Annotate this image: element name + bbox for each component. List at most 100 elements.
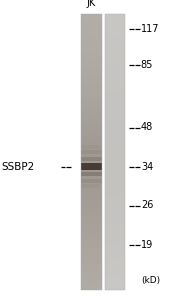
Bar	[81, 14, 102, 290]
Bar	[81, 220, 102, 224]
Bar	[105, 31, 125, 34]
Bar	[81, 138, 102, 141]
Bar	[105, 155, 125, 158]
Bar	[105, 217, 125, 220]
Bar	[105, 169, 125, 172]
Bar	[81, 145, 102, 148]
Bar	[105, 193, 125, 196]
Bar	[81, 241, 102, 245]
Bar	[81, 51, 102, 55]
Bar	[105, 220, 125, 224]
Bar	[81, 269, 102, 272]
Bar	[81, 200, 102, 203]
Bar	[81, 196, 102, 200]
Bar	[81, 79, 102, 83]
Bar	[105, 48, 125, 51]
Bar	[81, 286, 102, 290]
Bar	[105, 106, 125, 110]
Bar	[105, 165, 125, 169]
Text: 19: 19	[141, 239, 153, 250]
Bar	[105, 279, 125, 283]
Bar	[105, 58, 125, 62]
Bar	[81, 58, 102, 62]
Bar	[105, 251, 125, 255]
Bar	[81, 24, 102, 27]
Bar	[81, 38, 102, 41]
Bar	[81, 113, 102, 117]
Bar	[81, 134, 102, 138]
Bar	[105, 20, 125, 24]
Bar	[105, 141, 125, 145]
Bar	[105, 138, 125, 141]
Bar	[105, 255, 125, 258]
Text: 34: 34	[141, 161, 153, 172]
Bar	[81, 238, 102, 241]
Bar	[105, 38, 125, 41]
Bar	[105, 238, 125, 241]
Bar	[81, 44, 102, 48]
Bar	[81, 231, 102, 234]
Bar	[81, 190, 102, 193]
Bar	[81, 146, 100, 149]
Text: 48: 48	[141, 122, 153, 133]
Bar	[81, 120, 102, 124]
Bar	[81, 217, 102, 220]
Bar	[81, 155, 102, 158]
Bar	[105, 276, 125, 279]
Bar	[81, 165, 102, 169]
Bar	[105, 227, 125, 231]
Bar	[81, 152, 102, 155]
Bar	[81, 179, 102, 183]
Bar	[105, 14, 125, 290]
Bar	[81, 184, 100, 188]
Bar	[81, 27, 102, 31]
Bar	[81, 172, 102, 176]
Bar	[81, 141, 102, 145]
Bar	[105, 82, 125, 86]
Text: JK: JK	[87, 0, 96, 8]
Bar	[105, 145, 125, 148]
Bar	[81, 158, 102, 162]
Bar	[81, 103, 102, 106]
Bar	[81, 262, 102, 265]
Bar	[105, 62, 125, 65]
Bar	[81, 89, 102, 93]
Bar	[81, 214, 102, 217]
Bar	[105, 72, 125, 76]
Bar	[81, 106, 102, 110]
Bar	[81, 131, 102, 134]
Bar	[81, 258, 102, 262]
Bar	[81, 127, 102, 131]
Bar	[81, 265, 102, 269]
Bar	[81, 276, 102, 279]
Bar	[81, 72, 102, 76]
Bar	[105, 93, 125, 96]
Bar	[81, 283, 102, 286]
Bar	[81, 31, 102, 34]
Bar	[105, 186, 125, 190]
Bar	[81, 207, 102, 210]
Bar	[105, 134, 125, 138]
Bar	[105, 258, 125, 262]
Bar	[81, 41, 102, 44]
Bar	[105, 124, 125, 127]
Bar	[105, 179, 125, 182]
Text: 85: 85	[141, 59, 153, 70]
Bar	[81, 14, 102, 17]
Bar	[81, 179, 102, 182]
Bar	[105, 131, 125, 134]
Bar	[81, 251, 102, 255]
Bar	[105, 148, 125, 152]
Bar	[105, 27, 125, 31]
Bar	[105, 96, 125, 100]
Bar	[105, 248, 125, 251]
Bar	[105, 14, 125, 17]
Bar	[105, 120, 125, 124]
Bar	[81, 150, 102, 154]
Bar	[81, 55, 102, 58]
Bar	[105, 286, 125, 290]
Text: SSBP2: SSBP2	[2, 161, 35, 172]
Bar	[105, 110, 125, 113]
Bar	[81, 20, 102, 24]
Bar	[105, 265, 125, 269]
